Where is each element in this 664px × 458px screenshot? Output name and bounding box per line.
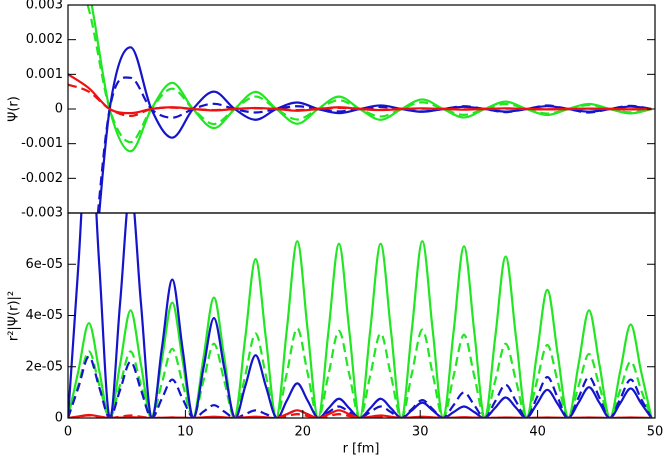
y-tick-label: 0.003 — [26, 0, 63, 13]
plot-frame — [67, 212, 656, 419]
y-tick-label: 0.001 — [26, 67, 63, 82]
y-tick-label: 0 — [55, 411, 63, 426]
y-tick-label: -0.003 — [21, 206, 63, 221]
data-line — [98, 46, 652, 213]
data-line — [68, 240, 653, 418]
y-axis-label: Ψ(r) — [7, 96, 22, 122]
x-tick-label: 40 — [529, 425, 546, 440]
y-tick-label: 2e-05 — [25, 359, 63, 374]
y-tick-label: 0 — [55, 102, 63, 117]
y-tick-label: 4e-05 — [25, 308, 63, 323]
x-tick-label: 30 — [412, 425, 429, 440]
plot-area — [68, 213, 653, 418]
data-line — [68, 213, 653, 418]
x-tick-label: 10 — [177, 425, 194, 440]
data-line — [68, 327, 653, 418]
plot-area — [68, 5, 652, 213]
data-line — [86, 5, 652, 144]
y-tick-label: -0.002 — [21, 171, 63, 186]
x-tick-label: 50 — [647, 425, 664, 440]
data-line — [96, 76, 652, 213]
x-tick-label: 0 — [64, 425, 72, 440]
data-line — [68, 355, 653, 418]
y-tick-label: -0.001 — [21, 136, 63, 151]
y-tick-label: 0.002 — [26, 32, 63, 47]
data-line — [90, 5, 652, 153]
data-line — [68, 83, 652, 118]
y-axis-label: r²|Ψ(r)|² — [7, 291, 22, 341]
x-axis-label: r [fm] — [343, 442, 380, 457]
y-tick-label: 6e-05 — [25, 257, 63, 272]
x-tick-label: 20 — [295, 425, 312, 440]
